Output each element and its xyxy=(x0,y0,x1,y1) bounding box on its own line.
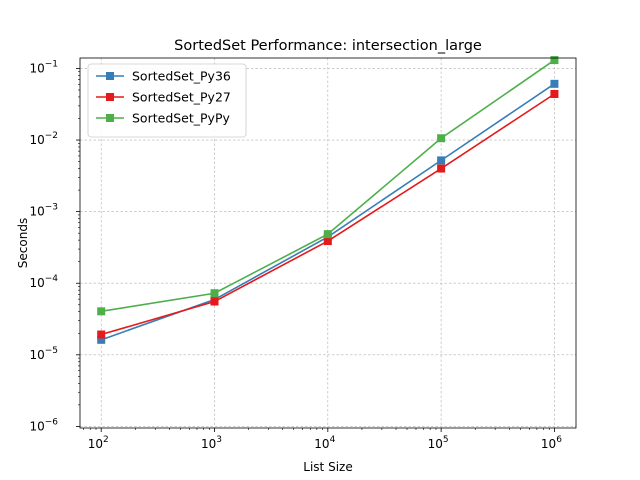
data-point xyxy=(97,335,106,344)
data-point xyxy=(210,297,219,306)
x-axis: 102 103 104 105 106 xyxy=(83,428,562,451)
legend-box xyxy=(87,63,247,138)
legend-entry-label: SortedSet_Py27 xyxy=(132,90,231,105)
legend-swatch-marker xyxy=(106,93,114,101)
data-point xyxy=(323,230,332,239)
data-point xyxy=(550,56,559,65)
y-tick-label: 10−1 xyxy=(29,59,58,75)
data-point xyxy=(437,156,446,165)
x-tick-label: 103 xyxy=(201,435,222,451)
y-tick-label: 10−6 xyxy=(29,417,58,433)
y-tick-label: 10−3 xyxy=(29,203,58,219)
x-tick-label: 106 xyxy=(541,435,562,451)
y-tick-label: 10−4 xyxy=(29,274,58,290)
series-layer xyxy=(97,56,559,344)
legend-entry-label: SortedSet_Py36 xyxy=(132,69,231,84)
legend-swatch-marker xyxy=(106,114,114,122)
x-tick-label: 102 xyxy=(88,435,109,451)
data-point xyxy=(437,164,446,173)
grid xyxy=(80,58,576,428)
y-tick-label: 10−2 xyxy=(29,131,58,147)
y-axis-label: Seconds xyxy=(16,218,30,268)
y-tick-label: 10−5 xyxy=(29,346,58,362)
chart-title: SortedSet Performance: intersection_larg… xyxy=(174,38,482,54)
series-SortedSet_Py27 xyxy=(97,89,559,339)
data-point xyxy=(97,307,106,316)
x-tick-label: 104 xyxy=(314,435,335,451)
series-SortedSet_PyPy xyxy=(97,56,559,316)
data-point xyxy=(97,330,106,339)
data-point xyxy=(437,134,446,143)
x-tick-label: 105 xyxy=(428,435,449,451)
legend: SortedSet_Py36 SortedSet_Py27 SortedSet_Py… xyxy=(87,63,247,138)
data-point xyxy=(550,79,559,88)
data-point xyxy=(210,289,219,298)
data-point xyxy=(323,237,332,246)
y-axis: 10−6 10−5 10−4 10−3 10−2 10−1 xyxy=(29,59,80,433)
legend-entry-label: SortedSet_PyPy xyxy=(132,111,230,126)
x-axis-label: List Size xyxy=(303,460,352,474)
legend-swatch-marker xyxy=(106,72,114,80)
data-point xyxy=(550,89,559,98)
